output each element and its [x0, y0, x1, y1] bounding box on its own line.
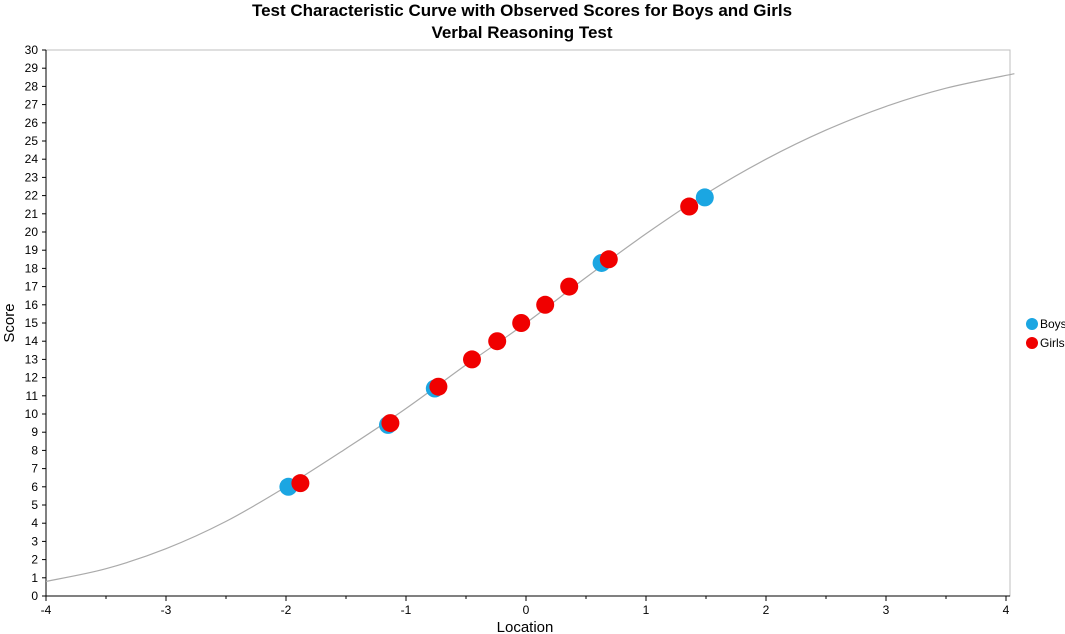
- x-tick-label: 1: [643, 603, 650, 617]
- y-tick-label: 7: [31, 462, 38, 476]
- y-tick-label: 25: [25, 134, 39, 148]
- y-tick-label: 5: [31, 498, 38, 512]
- x-tick-label: 0: [523, 603, 530, 617]
- y-axis-title: Score: [1, 303, 18, 342]
- chart-title: Test Characteristic Curve with Observed …: [252, 1, 792, 20]
- point-girls: [463, 350, 481, 369]
- point-girls: [291, 474, 310, 493]
- legend-label-boys: Boys: [1040, 317, 1065, 331]
- y-tick-label: 26: [25, 116, 39, 130]
- y-tick-label: 9: [31, 425, 38, 439]
- y-tick-label: 0: [31, 589, 38, 603]
- characteristic-curve: [45, 73, 1015, 582]
- y-tick-label: 23: [25, 170, 39, 184]
- legend-label-girls: Girls: [1040, 336, 1065, 350]
- y-tick-label: 21: [25, 207, 39, 221]
- point-boys: [695, 188, 714, 207]
- y-tick-label: 1: [31, 571, 38, 585]
- y-tick-label: 22: [25, 189, 39, 203]
- y-axis: 0123456789101112131415161718192021222324…: [25, 43, 46, 603]
- y-tick-label: 20: [25, 225, 39, 239]
- point-girls: [381, 414, 400, 433]
- y-tick-label: 10: [25, 407, 39, 421]
- y-tick-label: 6: [31, 480, 38, 494]
- legend-marker-girls: [1026, 337, 1038, 349]
- y-tick-label: 17: [25, 280, 39, 294]
- x-tick-label: -3: [161, 603, 172, 617]
- y-tick-label: 19: [25, 243, 39, 257]
- y-tick-label: 28: [25, 79, 39, 93]
- y-tick-label: 18: [25, 261, 39, 275]
- point-girls: [488, 332, 507, 351]
- x-tick-label: -4: [41, 603, 52, 617]
- point-girls: [429, 377, 448, 396]
- point-girls: [536, 295, 555, 314]
- y-tick-label: 11: [26, 389, 39, 403]
- x-axis-title: Location: [497, 619, 554, 634]
- points-layer: [279, 188, 714, 496]
- y-tick-label: 12: [25, 371, 39, 385]
- x-tick-label: 4: [1003, 603, 1010, 617]
- legend: Boys Girls: [1026, 317, 1065, 350]
- y-tick-label: 8: [31, 443, 38, 457]
- point-girls: [599, 250, 618, 269]
- y-tick-label: 16: [25, 298, 39, 312]
- y-tick-label: 27: [25, 98, 39, 112]
- y-tick-label: 14: [25, 334, 39, 348]
- x-tick-label: 3: [883, 603, 890, 617]
- chart-subtitle: Verbal Reasoning Test: [431, 23, 612, 42]
- x-tick-label: 2: [763, 603, 770, 617]
- y-tick-label: 2: [31, 553, 38, 567]
- x-axis: -4 -3 -2 -1 0 1 2 3 4: [41, 596, 1010, 617]
- y-tick-label: 30: [25, 43, 39, 57]
- legend-marker-boys: [1026, 318, 1038, 330]
- point-girls: [560, 277, 579, 296]
- y-tick-label: 24: [25, 152, 39, 166]
- x-tick-label: -1: [401, 603, 412, 617]
- y-tick-label: 13: [25, 352, 39, 366]
- curve-layer: [45, 73, 1015, 582]
- y-tick-label: 3: [31, 534, 38, 548]
- point-girls: [680, 197, 699, 216]
- point-girls: [512, 314, 531, 332]
- y-tick-label: 4: [31, 516, 38, 530]
- x-tick-label: -2: [281, 603, 292, 617]
- y-tick-label: 15: [25, 316, 39, 330]
- y-tick-label: 29: [25, 61, 39, 75]
